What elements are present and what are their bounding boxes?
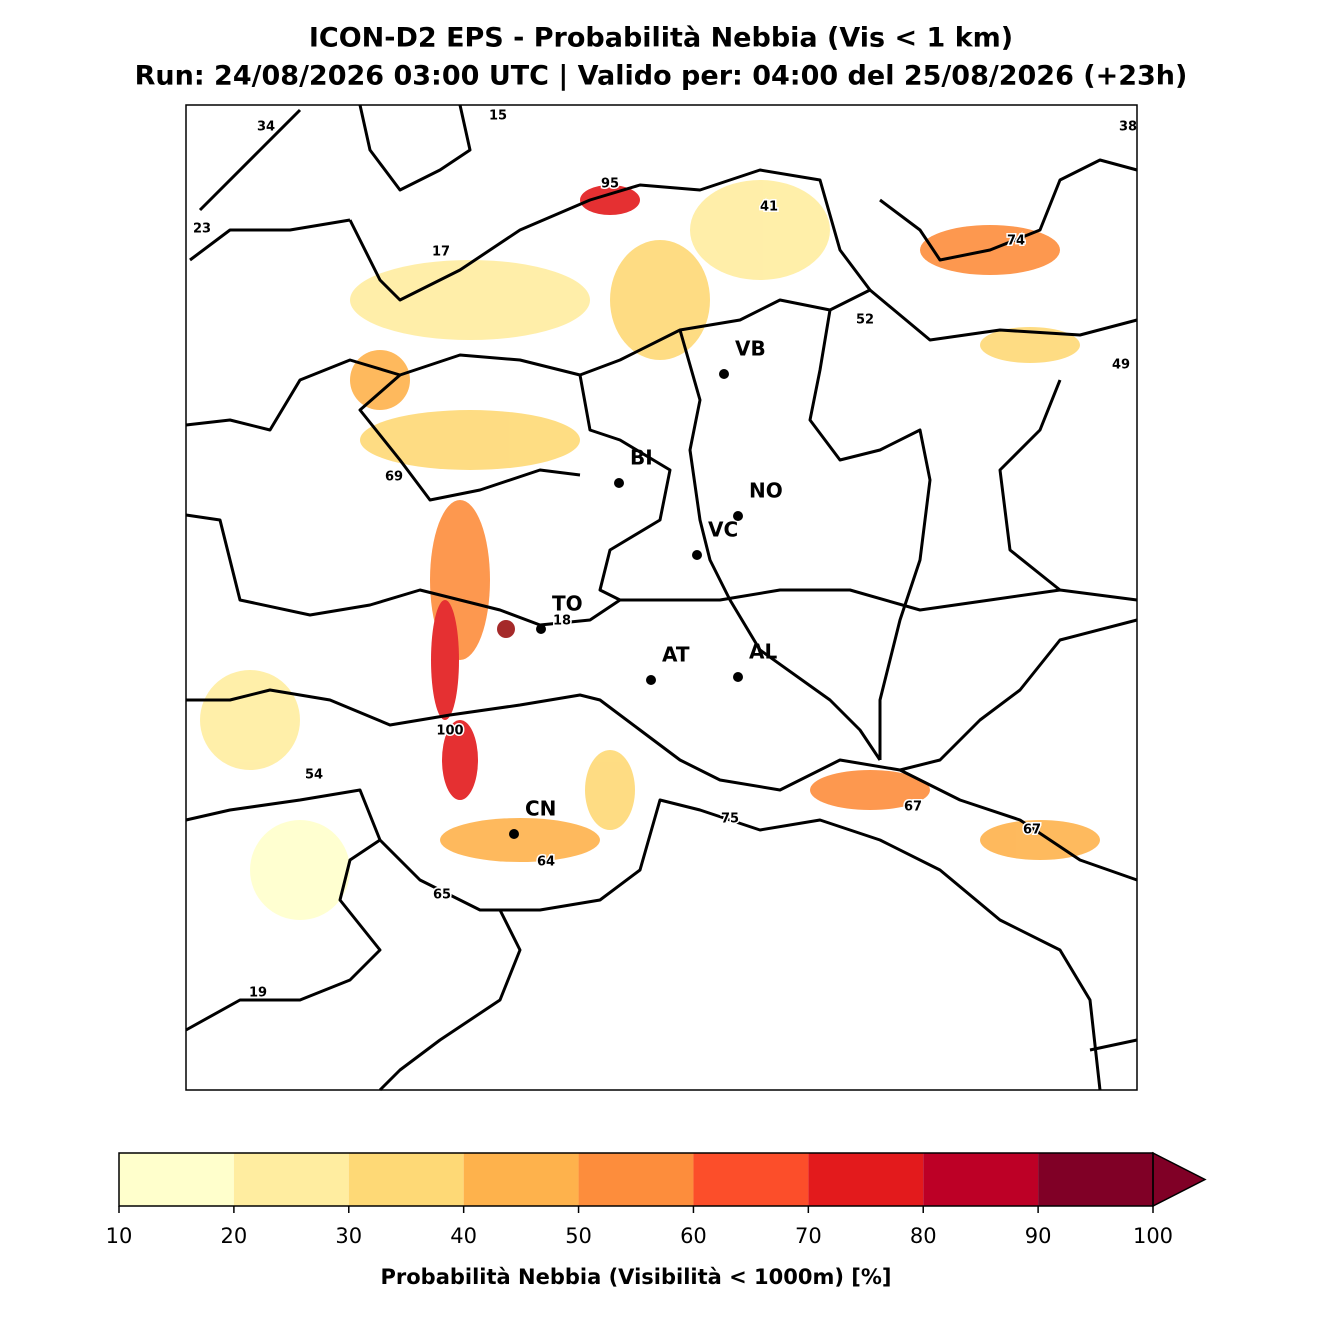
- colorbar: 10 20 30 40 50 60 70 80 90 100: [106, 1151, 1207, 1248]
- max-label: 100: [436, 724, 463, 739]
- max-label: 18: [553, 614, 571, 629]
- city-dot: [733, 511, 743, 521]
- colorbar-tick-label: 100: [1133, 1224, 1173, 1248]
- colorbar-extend: [1152, 1151, 1207, 1208]
- borders: [185, 104, 1138, 1092]
- city-label: VB: [735, 337, 766, 361]
- max-label: 34: [257, 120, 275, 135]
- max-label: 23: [193, 222, 211, 237]
- city-dot: [646, 675, 656, 685]
- colorbar-bin: [233, 1153, 349, 1206]
- subtitle: Run: 24/08/2026 03:00 UTC | Valido per: …: [135, 61, 1188, 92]
- max-label: 95: [601, 177, 619, 192]
- colorbar-tick-label: 20: [221, 1224, 248, 1248]
- max-label: 65: [433, 888, 451, 903]
- map-frame: [185, 104, 1138, 1091]
- city-label: BI: [630, 446, 653, 470]
- city-dot: [692, 550, 702, 560]
- colorbar-bin: [463, 1153, 579, 1206]
- max-label: 15: [489, 109, 507, 124]
- cities: VB BI NO VC TO AT AL CN: [509, 337, 783, 839]
- max-label: 74: [1007, 234, 1025, 249]
- colorbar-tick-label: 30: [335, 1224, 362, 1248]
- city-label: TO: [552, 592, 583, 616]
- max-label: 17: [432, 245, 450, 260]
- max-label: 41: [760, 200, 778, 215]
- fog-field: [200, 180, 1100, 920]
- colorbar-bin: [578, 1153, 694, 1206]
- city-label: AL: [749, 640, 777, 664]
- colorbar-bin: [693, 1153, 809, 1206]
- selected-point: [497, 620, 515, 638]
- max-label: 75: [721, 812, 739, 827]
- city-dot: [733, 672, 743, 682]
- max-label: 54: [305, 768, 323, 783]
- city-label: AT: [662, 643, 690, 667]
- max-label: 52: [856, 313, 874, 328]
- colorbar-tick-label: 80: [910, 1224, 937, 1248]
- max-label: 49: [1112, 358, 1130, 373]
- city-label: CN: [525, 797, 556, 821]
- max-label: 38: [1119, 120, 1137, 135]
- city-label: VC: [708, 518, 738, 542]
- colorbar-bin: [1038, 1153, 1153, 1206]
- colorbar-tick-label: 40: [450, 1224, 477, 1248]
- colorbar-bin: [808, 1153, 924, 1206]
- colorbar-tick-label: 10: [106, 1224, 133, 1248]
- max-label: 19: [249, 986, 267, 1001]
- city-dot: [509, 829, 519, 839]
- max-label: 67: [904, 800, 922, 815]
- max-labels: 34 15 38 95 41 23 17 74 52 49 69 18 100 54 75 67 67 64 65 1…: [191, 107, 1138, 1002]
- colorbar-tick-label: 60: [680, 1224, 707, 1248]
- max-label: 69: [385, 470, 403, 485]
- max-label: 67: [1023, 823, 1041, 838]
- colorbar-bin: [119, 1153, 234, 1206]
- city-label: NO: [749, 479, 783, 503]
- city-dot: [614, 478, 624, 488]
- colorbar-bin: [923, 1153, 1039, 1206]
- colorbar-tick-label: 70: [795, 1224, 822, 1248]
- city-dot: [536, 624, 546, 634]
- max-label: 64: [537, 855, 555, 870]
- colorbar-frame: [118, 1152, 1154, 1207]
- colorbar-label: Probabilità Nebbia (Visibilità < 1000m) …: [381, 1265, 892, 1289]
- map: VB BI NO VC TO AT AL CN 34 15 38 95 41 23 17 74 52 49 69 1…: [185, 104, 1139, 1092]
- colorbar-bin: [348, 1153, 464, 1206]
- colorbar-tick-label: 90: [1025, 1224, 1052, 1248]
- city-dot: [719, 369, 729, 379]
- title: ICON-D2 EPS - Probabilità Nebbia (Vis < …: [309, 23, 1013, 54]
- colorbar-tick-label: 50: [565, 1224, 592, 1248]
